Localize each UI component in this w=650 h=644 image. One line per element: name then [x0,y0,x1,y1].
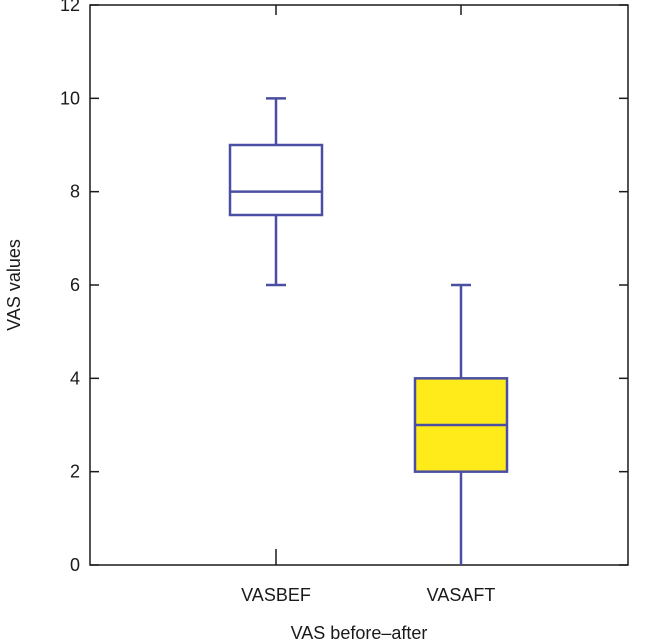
y-tick-label: 2 [70,462,80,482]
y-tick-label: 8 [70,182,80,202]
y-tick-label: 6 [70,275,80,295]
x-axis-title: VAS before–after [291,623,428,643]
y-tick-label: 10 [60,88,80,108]
y-axis-title: VAS values [4,239,24,331]
x-category-label: VASBEF [241,585,311,605]
y-tick-label: 4 [70,368,80,388]
plot-area-frame [89,4,629,566]
y-tick-label: 0 [70,555,80,575]
box-vasaft [413,283,509,565]
y-axis-ticks: 0 2 4 6 8 10 12 [60,0,628,575]
x-axis-ticks: VASBEF VASAFT [241,5,495,605]
x-category-label: VASAFT [427,585,496,605]
box-vasbef [228,97,324,287]
y-tick-label: 12 [60,0,80,15]
box-series [228,97,509,565]
interquartile-box [228,143,324,217]
